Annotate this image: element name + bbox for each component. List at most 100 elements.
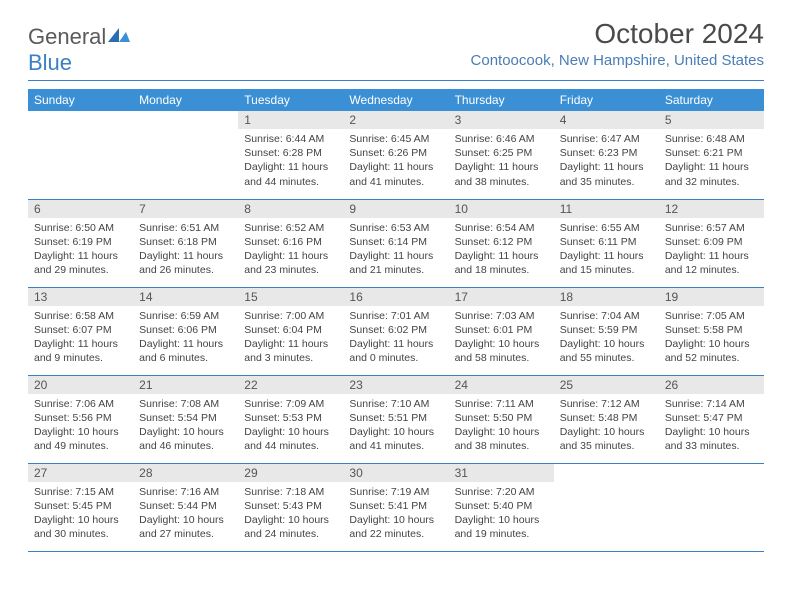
- day-info: Sunrise: 7:18 AMSunset: 5:43 PMDaylight:…: [238, 482, 343, 546]
- sunset-text: Sunset: 5:56 PM: [34, 411, 127, 425]
- day-number: 12: [659, 200, 764, 218]
- sunrise-text: Sunrise: 7:04 AM: [560, 309, 653, 323]
- day-info: Sunrise: 7:01 AMSunset: 6:02 PMDaylight:…: [343, 306, 448, 370]
- day-number: 30: [343, 464, 448, 482]
- day-info: Sunrise: 7:16 AMSunset: 5:44 PMDaylight:…: [133, 482, 238, 546]
- day-cell: 22Sunrise: 7:09 AMSunset: 5:53 PMDayligh…: [238, 375, 343, 463]
- day-cell: 18Sunrise: 7:04 AMSunset: 5:59 PMDayligh…: [554, 287, 659, 375]
- day-cell: 23Sunrise: 7:10 AMSunset: 5:51 PMDayligh…: [343, 375, 448, 463]
- day-number: 23: [343, 376, 448, 394]
- weekday-header: Wednesday: [343, 89, 448, 111]
- day-info: Sunrise: 6:57 AMSunset: 6:09 PMDaylight:…: [659, 218, 764, 282]
- day-number: 8: [238, 200, 343, 218]
- sunrise-text: Sunrise: 6:47 AM: [560, 132, 653, 146]
- day-number: 22: [238, 376, 343, 394]
- logo-text: General Blue: [28, 24, 130, 76]
- calendar-page: General Blue October 2024 Contoocook, Ne…: [0, 0, 792, 552]
- day-cell: 15Sunrise: 7:00 AMSunset: 6:04 PMDayligh…: [238, 287, 343, 375]
- day-info: Sunrise: 7:12 AMSunset: 5:48 PMDaylight:…: [554, 394, 659, 458]
- day-number: 17: [449, 288, 554, 306]
- sunrise-text: Sunrise: 7:19 AM: [349, 485, 442, 499]
- day-cell: 30Sunrise: 7:19 AMSunset: 5:41 PMDayligh…: [343, 463, 448, 551]
- daylight-text: Daylight: 10 hours and 33 minutes.: [665, 425, 758, 453]
- calendar-body: 1Sunrise: 6:44 AMSunset: 6:28 PMDaylight…: [28, 111, 764, 551]
- calendar-week-row: 13Sunrise: 6:58 AMSunset: 6:07 PMDayligh…: [28, 287, 764, 375]
- sunrise-text: Sunrise: 6:54 AM: [455, 221, 548, 235]
- sunset-text: Sunset: 5:59 PM: [560, 323, 653, 337]
- sunset-text: Sunset: 6:16 PM: [244, 235, 337, 249]
- daylight-text: Daylight: 10 hours and 24 minutes.: [244, 513, 337, 541]
- sunrise-text: Sunrise: 6:58 AM: [34, 309, 127, 323]
- day-number: 14: [133, 288, 238, 306]
- day-info: Sunrise: 6:59 AMSunset: 6:06 PMDaylight:…: [133, 306, 238, 370]
- daylight-text: Daylight: 10 hours and 49 minutes.: [34, 425, 127, 453]
- sunset-text: Sunset: 6:04 PM: [244, 323, 337, 337]
- day-cell: 9Sunrise: 6:53 AMSunset: 6:14 PMDaylight…: [343, 199, 448, 287]
- day-cell: 7Sunrise: 6:51 AMSunset: 6:18 PMDaylight…: [133, 199, 238, 287]
- logo-triangle-icon: [108, 28, 130, 44]
- calendar-week-row: 27Sunrise: 7:15 AMSunset: 5:45 PMDayligh…: [28, 463, 764, 551]
- day-number: 31: [449, 464, 554, 482]
- logo-text-1: General: [28, 24, 106, 49]
- day-number: 21: [133, 376, 238, 394]
- day-info: Sunrise: 6:50 AMSunset: 6:19 PMDaylight:…: [28, 218, 133, 282]
- day-cell: 13Sunrise: 6:58 AMSunset: 6:07 PMDayligh…: [28, 287, 133, 375]
- calendar-week-row: 20Sunrise: 7:06 AMSunset: 5:56 PMDayligh…: [28, 375, 764, 463]
- daylight-text: Daylight: 10 hours and 19 minutes.: [455, 513, 548, 541]
- day-info: Sunrise: 7:04 AMSunset: 5:59 PMDaylight:…: [554, 306, 659, 370]
- day-cell: 20Sunrise: 7:06 AMSunset: 5:56 PMDayligh…: [28, 375, 133, 463]
- sunset-text: Sunset: 6:06 PM: [139, 323, 232, 337]
- sunset-text: Sunset: 6:01 PM: [455, 323, 548, 337]
- sunrise-text: Sunrise: 6:55 AM: [560, 221, 653, 235]
- daylight-text: Daylight: 10 hours and 41 minutes.: [349, 425, 442, 453]
- day-info: Sunrise: 7:03 AMSunset: 6:01 PMDaylight:…: [449, 306, 554, 370]
- sunset-text: Sunset: 6:19 PM: [34, 235, 127, 249]
- day-info: Sunrise: 7:05 AMSunset: 5:58 PMDaylight:…: [659, 306, 764, 370]
- location-text: Contoocook, New Hampshire, United States: [471, 52, 764, 69]
- sunrise-text: Sunrise: 7:12 AM: [560, 397, 653, 411]
- day-cell: 4Sunrise: 6:47 AMSunset: 6:23 PMDaylight…: [554, 111, 659, 199]
- sunrise-text: Sunrise: 7:11 AM: [455, 397, 548, 411]
- day-number: 4: [554, 111, 659, 129]
- daylight-text: Daylight: 11 hours and 44 minutes.: [244, 160, 337, 188]
- daylight-text: Daylight: 11 hours and 41 minutes.: [349, 160, 442, 188]
- sunset-text: Sunset: 6:26 PM: [349, 146, 442, 160]
- day-cell: 3Sunrise: 6:46 AMSunset: 6:25 PMDaylight…: [449, 111, 554, 199]
- day-cell: 5Sunrise: 6:48 AMSunset: 6:21 PMDaylight…: [659, 111, 764, 199]
- daylight-text: Daylight: 11 hours and 35 minutes.: [560, 160, 653, 188]
- sunrise-text: Sunrise: 7:08 AM: [139, 397, 232, 411]
- sunrise-text: Sunrise: 7:03 AM: [455, 309, 548, 323]
- day-info: Sunrise: 6:45 AMSunset: 6:26 PMDaylight:…: [343, 129, 448, 193]
- day-number: 9: [343, 200, 448, 218]
- day-info: Sunrise: 6:48 AMSunset: 6:21 PMDaylight:…: [659, 129, 764, 193]
- day-number: 26: [659, 376, 764, 394]
- day-number: 18: [554, 288, 659, 306]
- day-number: 15: [238, 288, 343, 306]
- day-cell: 27Sunrise: 7:15 AMSunset: 5:45 PMDayligh…: [28, 463, 133, 551]
- day-info: Sunrise: 7:09 AMSunset: 5:53 PMDaylight:…: [238, 394, 343, 458]
- day-info: Sunrise: 7:14 AMSunset: 5:47 PMDaylight:…: [659, 394, 764, 458]
- sunset-text: Sunset: 5:44 PM: [139, 499, 232, 513]
- daylight-text: Daylight: 10 hours and 52 minutes.: [665, 337, 758, 365]
- daylight-text: Daylight: 10 hours and 22 minutes.: [349, 513, 442, 541]
- sunrise-text: Sunrise: 6:45 AM: [349, 132, 442, 146]
- day-number: 24: [449, 376, 554, 394]
- day-cell: 1Sunrise: 6:44 AMSunset: 6:28 PMDaylight…: [238, 111, 343, 199]
- sunset-text: Sunset: 5:45 PM: [34, 499, 127, 513]
- day-cell: 6Sunrise: 6:50 AMSunset: 6:19 PMDaylight…: [28, 199, 133, 287]
- sunrise-text: Sunrise: 6:46 AM: [455, 132, 548, 146]
- day-number: 19: [659, 288, 764, 306]
- sunrise-text: Sunrise: 6:48 AM: [665, 132, 758, 146]
- day-info: Sunrise: 7:00 AMSunset: 6:04 PMDaylight:…: [238, 306, 343, 370]
- sunset-text: Sunset: 5:54 PM: [139, 411, 232, 425]
- logo: General Blue: [28, 24, 130, 76]
- day-info: Sunrise: 7:08 AMSunset: 5:54 PMDaylight:…: [133, 394, 238, 458]
- day-cell: 17Sunrise: 7:03 AMSunset: 6:01 PMDayligh…: [449, 287, 554, 375]
- sunrise-text: Sunrise: 7:18 AM: [244, 485, 337, 499]
- day-info: Sunrise: 7:06 AMSunset: 5:56 PMDaylight:…: [28, 394, 133, 458]
- day-number: 11: [554, 200, 659, 218]
- sunset-text: Sunset: 6:14 PM: [349, 235, 442, 249]
- daylight-text: Daylight: 11 hours and 9 minutes.: [34, 337, 127, 365]
- day-cell: 26Sunrise: 7:14 AMSunset: 5:47 PMDayligh…: [659, 375, 764, 463]
- day-info: Sunrise: 6:54 AMSunset: 6:12 PMDaylight:…: [449, 218, 554, 282]
